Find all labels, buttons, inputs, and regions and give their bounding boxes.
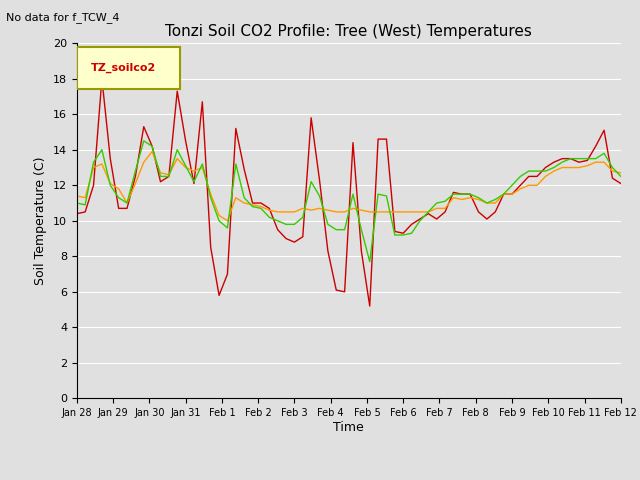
Text: No data for f_TCW_4: No data for f_TCW_4: [6, 12, 120, 23]
-2cm: [123, 205, 131, 211]
Text: TZ_soilco2: TZ_soilco2: [90, 63, 156, 73]
-4cm: [516, 186, 524, 192]
-8cm: [617, 173, 625, 179]
-4cm: [215, 213, 223, 218]
Line: -2cm: -2cm: [77, 79, 621, 306]
-2cm: [366, 303, 374, 309]
-8cm: [249, 204, 257, 209]
-2cm: [516, 182, 524, 188]
-8cm: [73, 200, 81, 206]
-4cm: [148, 149, 156, 155]
-4cm: [332, 209, 340, 215]
-4cm: [324, 207, 332, 213]
-2cm: [215, 292, 223, 298]
Y-axis label: Soil Temperature (C): Soil Temperature (C): [35, 156, 47, 285]
-2cm: [249, 200, 257, 206]
X-axis label: Time: Time: [333, 421, 364, 434]
-8cm: [366, 259, 374, 264]
-2cm: [73, 211, 81, 216]
-4cm: [73, 193, 81, 199]
-8cm: [215, 218, 223, 224]
-4cm: [223, 218, 231, 224]
-8cm: [324, 221, 332, 227]
-8cm: [140, 138, 148, 144]
-8cm: [316, 193, 323, 199]
Line: -4cm: -4cm: [77, 152, 621, 221]
FancyBboxPatch shape: [77, 47, 180, 89]
-2cm: [617, 180, 625, 186]
-2cm: [324, 248, 332, 254]
Line: -8cm: -8cm: [77, 141, 621, 262]
-8cm: [516, 173, 524, 179]
-8cm: [115, 195, 122, 201]
-2cm: [316, 177, 323, 183]
-4cm: [257, 204, 265, 209]
-4cm: [115, 186, 122, 192]
-2cm: [98, 76, 106, 82]
Title: Tonzi Soil CO2 Profile: Tree (West) Temperatures: Tonzi Soil CO2 Profile: Tree (West) Temp…: [165, 24, 532, 39]
-4cm: [617, 170, 625, 176]
